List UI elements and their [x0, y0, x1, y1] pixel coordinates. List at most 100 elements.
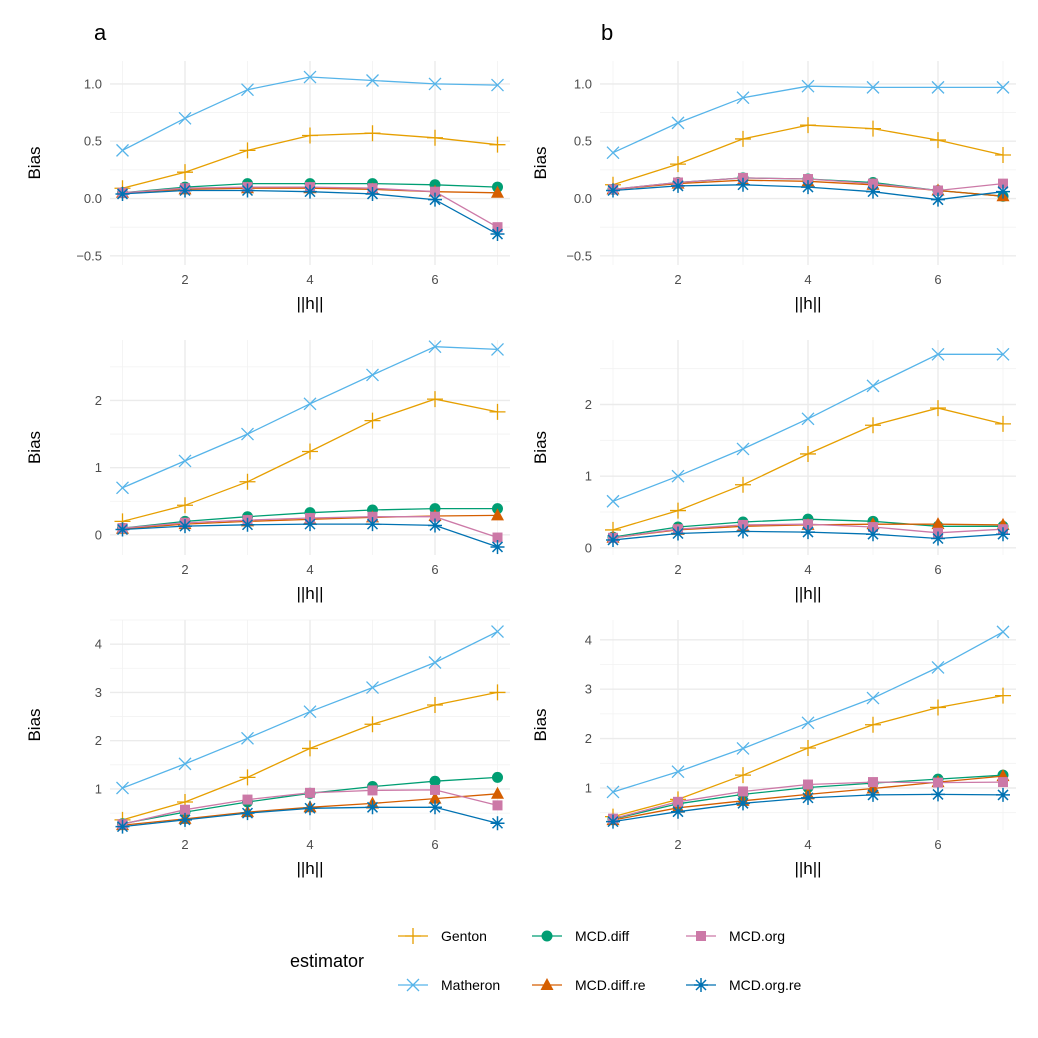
data-point-genton [930, 400, 946, 417]
series-mcd-org-re [115, 800, 505, 834]
data-point-mcd-org [803, 519, 813, 530]
panel-label-b: b [601, 20, 613, 45]
data-point-mcd-org-re [303, 801, 317, 816]
y-axis-title: Bias [25, 431, 44, 464]
legend-key-marker [696, 931, 706, 941]
x-axis-title: ||h|| [794, 294, 821, 313]
data-point-mcd-org-re [931, 787, 945, 802]
data-point-matheron [671, 469, 685, 483]
data-point-mcd-org-re [428, 192, 442, 207]
data-point-mcd-org-re [115, 186, 130, 201]
legend-item-mcd-org: MCD.org [686, 928, 785, 944]
data-point-genton [670, 502, 686, 519]
data-point-matheron [801, 79, 815, 93]
data-point-matheron [366, 681, 379, 695]
data-point-mcd-diff-re [931, 517, 945, 530]
data-point-matheron [366, 74, 379, 87]
data-point-genton [489, 403, 506, 420]
panel-a-row-3: 2 4 6 1 2 3 4 ||h|| Bias [25, 619, 510, 878]
legend-label: MCD.diff.re [575, 977, 646, 993]
data-point-genton [302, 127, 318, 144]
data-point-mcd-diff [429, 775, 441, 787]
data-point-genton [239, 473, 256, 490]
data-point-mcd-org-re [115, 819, 130, 834]
legend-label: MCD.org.re [729, 977, 802, 993]
series-matheron [116, 625, 504, 795]
y-tick-label: 0.0 [574, 191, 592, 206]
data-point-matheron [303, 397, 317, 411]
data-point-genton [302, 443, 318, 460]
data-point-mcd-diff-re [491, 786, 504, 799]
data-point-genton [800, 739, 816, 756]
y-axis-title: Bias [25, 146, 44, 179]
data-point-matheron [241, 83, 254, 97]
data-point-mcd-diff-re [491, 508, 504, 521]
data-point-genton [177, 497, 193, 514]
data-point-mcd-org-re [671, 526, 685, 541]
series-matheron [606, 625, 1010, 799]
data-point-mcd-org [367, 511, 378, 522]
data-point-matheron [491, 78, 504, 92]
data-point-genton [930, 699, 946, 716]
data-point-mcd-org-re [178, 812, 192, 827]
data-point-genton [735, 476, 751, 493]
y-tick-label: −0.5 [566, 248, 592, 263]
data-point-matheron [491, 342, 504, 356]
data-point-matheron [996, 625, 1010, 639]
legend-item-matheron: Matheron [398, 977, 500, 993]
x-tick-label: 6 [431, 837, 438, 852]
y-tick-label: 1 [585, 781, 592, 796]
y-tick-label: 0.0 [84, 191, 102, 206]
data-point-mcd-org-re [303, 517, 317, 532]
data-point-mcd-org-re [866, 184, 880, 199]
series-mcd-org-re [606, 524, 1010, 547]
x-tick-label: 4 [804, 837, 811, 852]
x-tick-label: 6 [431, 272, 438, 287]
data-point-mcd-org [430, 186, 440, 197]
x-tick-label: 4 [306, 272, 313, 287]
legend-key-marker [694, 978, 708, 992]
data-point-mcd-org [868, 522, 878, 533]
chart-panels: 2 4 6 −0.5 0.0 0.5 1.0 ||h|| Bias 2 4 6 −0.5 0.0 0.5 1.… [25, 61, 1016, 878]
x-axis-title: ||h|| [794, 859, 821, 878]
data-point-mcd-org [430, 784, 440, 795]
data-point-mcd-org-re [931, 531, 945, 546]
data-point-matheron [428, 656, 442, 669]
data-point-matheron [866, 80, 880, 94]
data-point-mcd-org-re [866, 527, 880, 542]
data-point-matheron [671, 116, 685, 130]
data-point-matheron [178, 454, 192, 468]
y-tick-label: 3 [585, 682, 592, 697]
data-point-mcd-org-re [606, 532, 620, 547]
series-genton [605, 117, 1011, 193]
data-point-genton [427, 696, 443, 713]
data-point-mcd-org-re [365, 800, 380, 815]
y-axis-title: Bias [531, 431, 550, 464]
data-point-genton [865, 120, 881, 137]
x-tick-label: 2 [674, 837, 681, 852]
data-point-matheron [606, 494, 620, 508]
data-point-matheron [178, 757, 192, 771]
x-tick-label: 2 [674, 562, 681, 577]
x-tick-label: 2 [181, 837, 188, 852]
data-point-matheron [606, 146, 620, 160]
data-point-matheron [606, 785, 620, 799]
data-point-genton [177, 164, 193, 181]
series-matheron [606, 79, 1010, 160]
legend-item-mcd-org-re: MCD.org.re [686, 977, 802, 993]
data-point-mcd-org [738, 786, 748, 797]
data-point-genton [865, 417, 881, 434]
data-point-matheron [866, 379, 880, 393]
data-point-matheron [931, 347, 945, 361]
y-axis-title: Bias [25, 708, 44, 741]
panel-a-row-1: 2 4 6 −0.5 0.0 0.5 1.0 ||h|| Bias [25, 61, 510, 313]
x-tick-label: 6 [934, 272, 941, 287]
x-tick-label: 4 [804, 562, 811, 577]
panel-b-row-3: 2 4 6 1 2 3 4 ||h|| Bias [531, 620, 1016, 878]
data-point-mcd-diff-re [866, 781, 880, 794]
data-point-matheron [996, 347, 1010, 361]
y-axis-title: Bias [531, 146, 550, 179]
series-mcd-org-re [115, 183, 505, 242]
x-tick-label: 6 [934, 837, 941, 852]
data-point-matheron [736, 742, 750, 755]
